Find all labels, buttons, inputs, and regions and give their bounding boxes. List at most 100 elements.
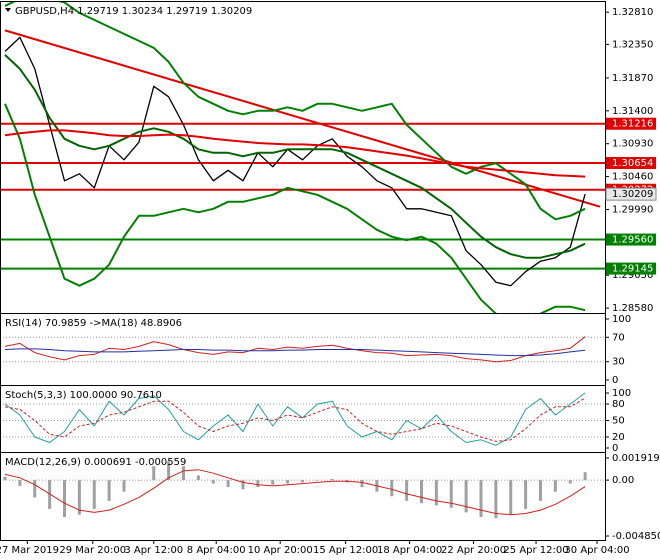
x-tick-label: 18 Apr 04:00 <box>377 545 442 556</box>
histogram-bar <box>583 472 587 481</box>
histogram-bar <box>241 480 245 490</box>
y-tick-label: 0 <box>612 443 618 454</box>
y-tick-label: 100 <box>612 314 631 325</box>
histogram-bar <box>434 480 438 506</box>
x-tick-label: 27 Mar 2019 <box>0 545 59 556</box>
histogram-bar <box>3 476 7 481</box>
histogram-bar <box>256 480 260 488</box>
y-tick-label: 20 <box>612 432 625 443</box>
last-price-box <box>605 187 657 201</box>
histogram-bar <box>449 480 453 508</box>
x-tick-label: 10 Apr 20:00 <box>248 545 313 556</box>
series-line <box>4 348 586 357</box>
histogram-bar <box>539 480 542 501</box>
y-tick-label: 1.29050 <box>612 270 653 281</box>
histogram-bar <box>390 480 394 497</box>
collapse-icon[interactable] <box>5 8 11 12</box>
y-tick-label: 1.32350 <box>612 39 653 50</box>
histogram-bar <box>196 475 200 481</box>
series-line <box>4 469 586 516</box>
histogram-bar <box>524 480 528 509</box>
histogram-bar <box>152 466 156 481</box>
histogram-bar <box>509 480 513 515</box>
histogram-bar <box>464 480 468 513</box>
histogram-bar <box>494 480 498 519</box>
y-tick-label: 70 <box>612 332 625 343</box>
y-tick-label: 1.30930 <box>612 139 653 150</box>
series-line <box>4 103 586 313</box>
level-label: 1.31216 <box>612 119 653 130</box>
histogram-bar <box>92 480 96 509</box>
histogram-bar <box>33 480 37 498</box>
series-line <box>4 129 586 178</box>
level-label-box <box>606 157 656 170</box>
series-line <box>4 336 586 363</box>
panel <box>0 1 605 313</box>
histogram-bar <box>167 461 171 481</box>
panel <box>0 392 605 446</box>
histogram-bar <box>18 480 22 486</box>
y-tick-label: 50 <box>612 416 625 427</box>
x-tick-label: 8 Apr 04:00 <box>187 545 246 556</box>
histogram-bar <box>553 480 557 492</box>
trendline <box>4 29 601 208</box>
y-tick-label: 0.001919 <box>612 453 660 464</box>
series-line <box>4 392 586 446</box>
level-label: 1.29560 <box>612 235 653 246</box>
panel-title: Stoch(5,3,3) 100.0000 90.7610 <box>5 390 162 401</box>
y-tick-label: 1.28580 <box>612 303 653 314</box>
histogram-bar <box>122 480 126 492</box>
level-label-box <box>606 233 656 246</box>
series-line <box>4 36 586 287</box>
histogram-bar <box>48 480 52 509</box>
y-tick-label: 0.00 <box>612 475 634 486</box>
histogram-bar <box>77 480 81 515</box>
panel-frame <box>0 452 606 541</box>
histogram-bar <box>315 480 319 481</box>
y-tick-label: 1.30460 <box>612 172 653 183</box>
y-tick-label: 30 <box>612 357 625 368</box>
x-tick-label: 15 Apr 12:00 <box>313 545 378 556</box>
histogram-bar <box>286 480 290 484</box>
panel-title: GBPUSD,H4 1.29719 1.30234 1.29719 1.3020… <box>15 6 252 17</box>
x-tick-label: 22 Apr 20:00 <box>441 545 506 556</box>
series-line <box>4 397 586 442</box>
panel-title: RSI(14) 70.9859 ->MA(18) 48.8906 <box>5 318 182 329</box>
y-tick-label: 1.31870 <box>612 73 653 84</box>
x-tick-label: 3 Apr 12:00 <box>124 545 183 556</box>
x-tick-label: 29 Mar 20:00 <box>59 545 126 556</box>
level-label-box <box>606 262 656 275</box>
histogram-bar <box>211 480 215 484</box>
histogram-bar <box>271 480 275 485</box>
level-label: 1.29145 <box>612 264 653 275</box>
panel <box>0 461 605 519</box>
panel <box>0 336 605 363</box>
histogram-bar <box>182 466 185 481</box>
last-price-label: 1.30209 <box>612 189 653 200</box>
series-line <box>4 54 586 259</box>
y-tick-label: 1.32810 <box>612 7 653 18</box>
histogram-bar <box>420 480 423 504</box>
histogram-bar <box>226 480 230 488</box>
level-label: 1.30654 <box>612 158 653 169</box>
histogram-bar <box>330 478 334 481</box>
panel-title: MACD(12,26,9) 0.000691 -0.000559 <box>5 457 186 468</box>
histogram-bar <box>405 480 409 501</box>
histogram-bar <box>137 480 141 481</box>
histogram-bar <box>301 480 304 483</box>
y-tick-label: 100 <box>612 388 631 399</box>
x-tick-label: 30 Apr 04:00 <box>564 545 629 556</box>
level-label-box <box>606 117 656 130</box>
y-tick-label: -0.004850 <box>612 531 660 542</box>
histogram-bar <box>568 480 572 484</box>
x-tick-label: 25 Apr 12:00 <box>503 545 568 556</box>
histogram-bar <box>107 480 111 501</box>
y-tick-label: 1.31400 <box>612 106 653 117</box>
y-tick-label: 80 <box>612 399 625 410</box>
histogram-bar <box>479 480 483 517</box>
series-line <box>4 1 586 221</box>
y-tick-label: 0 <box>612 375 618 386</box>
y-tick-label: 1.29990 <box>612 204 653 215</box>
